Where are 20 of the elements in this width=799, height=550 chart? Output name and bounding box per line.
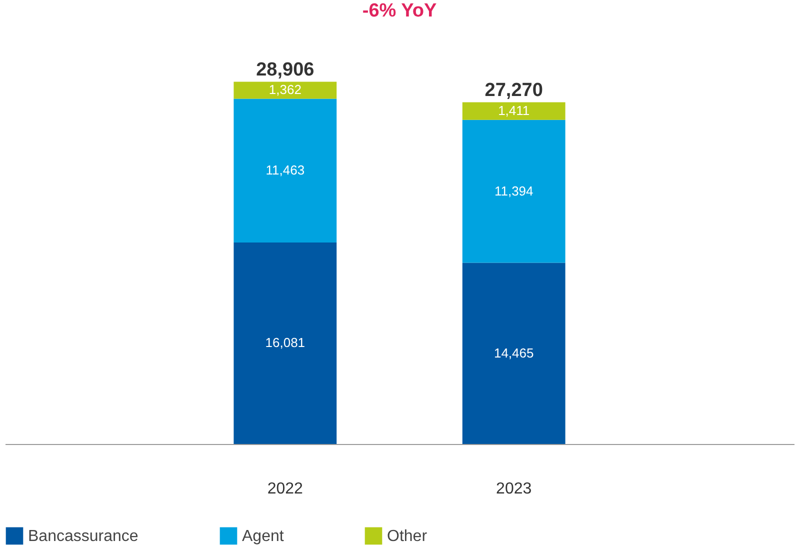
data-label: 11,463 bbox=[266, 162, 305, 178]
data-label: 1,411 bbox=[498, 103, 530, 118]
data-label: 16,081 bbox=[265, 335, 306, 350]
x-tick-label: 2023 bbox=[496, 480, 532, 498]
chart-title: -6% YoY bbox=[362, 0, 437, 22]
bar bbox=[462, 262, 566, 444]
legend-label: Bancassurance bbox=[28, 528, 138, 545]
bar bbox=[234, 82, 337, 99]
bar bbox=[462, 120, 566, 263]
data-label: 11,394 bbox=[494, 183, 534, 198]
total-label: 28,906 bbox=[256, 60, 314, 81]
x-tick-label: 2022 bbox=[267, 480, 304, 498]
bar bbox=[462, 102, 566, 120]
total-label: 27,270 bbox=[484, 80, 543, 102]
legend-label: Agent bbox=[242, 528, 284, 545]
bar bbox=[234, 242, 337, 444]
data-label: 14,465 bbox=[494, 345, 534, 360]
data-label: 1,362 bbox=[268, 82, 302, 98]
bar bbox=[234, 98, 337, 242]
legend-label: Other bbox=[387, 528, 428, 545]
